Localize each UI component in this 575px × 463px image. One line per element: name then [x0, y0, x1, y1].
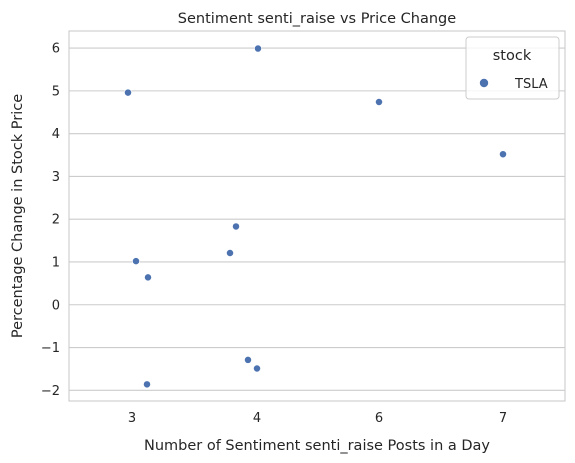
data-points	[124, 44, 507, 389]
data-point	[143, 380, 151, 389]
y-tick-label: 4	[52, 127, 60, 142]
y-tick-label: 6	[52, 42, 60, 57]
data-point	[244, 355, 252, 364]
y-tick-label: 5	[52, 84, 60, 99]
data-point	[132, 257, 140, 266]
y-axis-label: Percentage Change in Stock Price	[10, 94, 26, 338]
data-point	[253, 364, 261, 373]
y-tick-label: 3	[52, 170, 60, 185]
grid-lines	[69, 47, 565, 391]
data-point	[254, 44, 262, 53]
legend-marker-tsla	[478, 78, 489, 89]
legend-label-tsla: TSLA	[514, 77, 548, 92]
y-tick-label: 2	[52, 213, 60, 228]
chart-title: Sentiment senti_raise vs Price Change	[178, 11, 456, 27]
x-tick-label: 7	[499, 411, 507, 426]
x-tick-label: 3	[128, 411, 136, 426]
y-tick-label: −1	[41, 341, 60, 356]
data-point	[124, 88, 132, 97]
x-axis-label: Number of Sentiment senti_raise Posts in…	[144, 438, 490, 454]
y-tick-label: −2	[41, 384, 60, 399]
y-tick-label: 1	[52, 255, 60, 270]
data-point	[226, 249, 234, 257]
legend-frame	[465, 36, 560, 100]
plot-frame	[68, 30, 566, 402]
x-tick-label: 4	[253, 411, 261, 426]
legend: stock TSLA	[465, 36, 560, 100]
data-point	[499, 150, 507, 159]
x-axis-ticks: 3 4 6 7	[128, 411, 507, 426]
x-tick-label: 6	[375, 411, 383, 426]
data-point	[375, 98, 383, 106]
data-point	[232, 222, 240, 231]
y-axis-ticks: 6 5 4 3 2 1 0 −1 −2	[41, 42, 60, 399]
y-tick-label: 0	[52, 298, 60, 313]
legend-title: stock	[493, 48, 532, 64]
data-point	[144, 273, 152, 282]
